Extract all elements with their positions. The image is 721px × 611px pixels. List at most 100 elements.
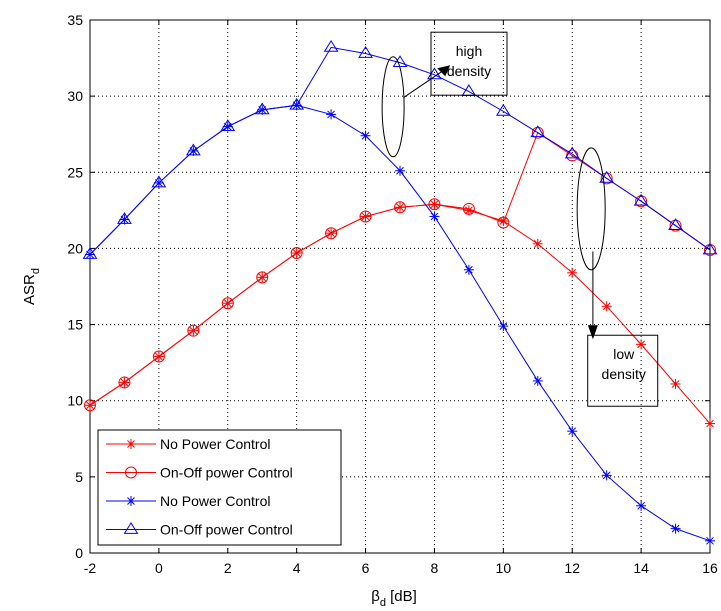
data-point [567,267,578,278]
data-point [531,126,544,139]
x-tick-label: -2 [84,560,97,576]
low-density-text: density [602,366,646,382]
x-tick-label: 2 [224,560,232,576]
data-point [636,500,647,511]
data-point [84,399,96,412]
y-tick-label: 30 [67,88,83,104]
legend: No Power Control On-Off power Control No P… [97,429,342,546]
data-point [325,227,338,240]
data-point [153,351,164,362]
x-tick-label: 4 [293,560,301,576]
data-point [119,377,130,388]
series-line [89,46,711,255]
legend-box [97,429,342,546]
x-tick-label: 0 [155,560,163,576]
data-point [668,218,683,230]
data-point [188,325,199,336]
series-line [89,203,711,424]
data-point [256,271,269,284]
plot-frame [89,19,711,554]
data-point [153,177,164,188]
data-point [326,228,337,239]
high-density-box [430,31,508,96]
data-point [702,242,718,255]
high-density-text: high [456,43,482,59]
high-density-ellipse [381,56,405,158]
annotations: high density low density [381,31,659,407]
legend-marker [126,439,136,449]
data-point [635,195,648,208]
x-tick-label: 6 [362,560,370,576]
data-point [85,249,95,260]
data-point [257,104,268,115]
low-density-box [587,334,659,407]
data-point [291,100,302,111]
legend-marker [126,496,136,506]
data-point [498,216,509,227]
data-point [463,205,474,216]
legend-item: No Power Control [106,493,271,509]
data-point [705,535,715,546]
data-point [188,145,199,156]
x-tick-label: 16 [702,560,718,576]
series-0 [85,199,715,429]
y-axis-label: ASRd [21,268,42,305]
data-point [498,321,509,332]
data-point [222,121,233,132]
high-density-arrow [403,66,449,99]
x-tick-label: 10 [496,560,512,576]
low-density-text: low [613,346,635,362]
data-point [358,46,373,58]
data-point [564,146,580,159]
series-2 [85,100,715,546]
data-point [670,378,681,389]
y-tick-label: 35 [67,12,83,28]
data-point [360,211,371,222]
series-3 [82,39,718,259]
legend-label: No Power Control [160,493,271,509]
data-point [636,339,647,350]
high-density-arrowhead [437,65,451,77]
data-point [359,210,372,223]
data-point [323,39,339,52]
x-tick-label: 12 [564,560,580,576]
x-tick-label: 8 [431,560,439,576]
data-point [532,238,543,249]
y-tick-label: 20 [67,240,83,256]
x-tick-label: 14 [633,560,649,576]
legend-marker [123,522,139,534]
legend-item: No Power Control [106,436,271,452]
data-point [257,272,268,283]
data-point [290,246,303,259]
y-tick-label: 0 [75,545,83,561]
data-point [85,400,95,411]
data-point [326,109,337,120]
data-point [429,199,440,210]
data-point [119,214,130,225]
data-point [429,211,440,222]
legend-item: On-Off power Control [106,465,293,481]
data-point [669,219,682,232]
data-point [222,298,233,309]
low-density-ellipse [576,147,606,271]
data-point [670,523,681,534]
data-point [601,301,612,312]
data-point [495,103,511,116]
data-point [704,243,716,256]
legend-item: On-Off power Control [106,522,293,538]
high-density-text: density [447,63,491,79]
data-point [360,130,371,141]
data-point [118,376,131,389]
data-point [601,470,612,481]
low-density-arrowhead [587,325,598,340]
data-point [187,324,200,337]
legend-marker [125,466,137,479]
data-point [705,418,715,429]
y-tick-label: 10 [67,393,83,409]
data-point [291,247,302,258]
data-point [600,172,613,185]
y-tick-label: 15 [67,317,83,333]
data-point [221,297,234,310]
y-tick-label: 5 [75,469,83,485]
